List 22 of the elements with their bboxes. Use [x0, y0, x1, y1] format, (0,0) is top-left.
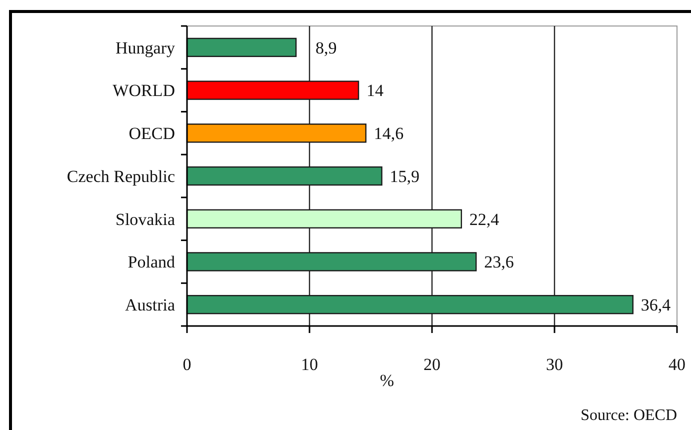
data-label: 36,4 — [640, 296, 672, 315]
x-tick-label: 10 — [301, 355, 318, 374]
data-label: 14,6 — [374, 124, 404, 144]
data-label: 14 — [366, 81, 384, 100]
bar — [186, 38, 297, 58]
data-label: 23,6 — [484, 252, 514, 272]
data-label: 8,9 — [316, 38, 337, 58]
x-tick-label: 20 — [424, 355, 440, 374]
x-tick-label: 30 — [546, 355, 563, 374]
y-tick-label: Poland — [128, 252, 176, 272]
y-tick-label: Austria — [124, 296, 176, 315]
data-label: 15,9 — [390, 166, 420, 186]
y-tick-label: OECD — [128, 124, 175, 144]
x-axis-title: % — [380, 371, 394, 390]
y-tick-label: Slovakia — [116, 210, 176, 229]
y-tick-label: Hungary — [116, 38, 176, 58]
source-note: Source: OECD — [580, 407, 677, 424]
y-tick-label: Czech Republic — [66, 166, 176, 186]
x-tick-label: 0 — [182, 355, 192, 374]
data-label: 22,4 — [469, 210, 500, 229]
y-tick-label: WORLD — [112, 81, 175, 100]
x-tick-label: 40 — [668, 355, 686, 374]
